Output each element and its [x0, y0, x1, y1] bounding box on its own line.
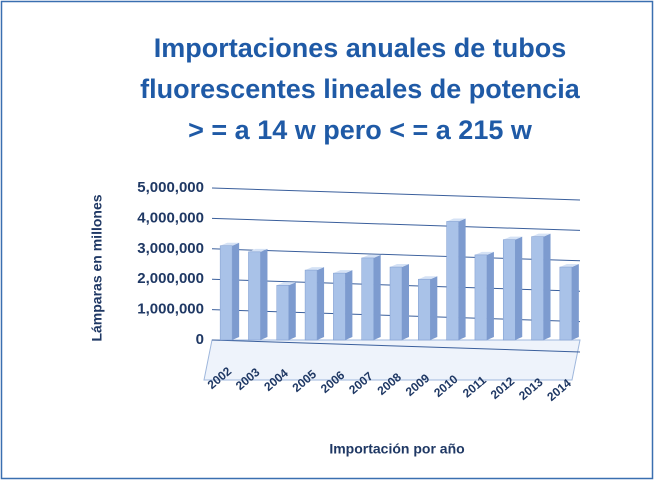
- bar: [474, 254, 488, 341]
- bar-top: [474, 251, 494, 255]
- y-axis-title: Lámparas en millones: [89, 194, 105, 341]
- bar: [502, 239, 516, 341]
- bar-side: [288, 282, 296, 340]
- bar-top: [446, 218, 466, 222]
- bar: [446, 221, 459, 341]
- bar-top: [305, 267, 325, 271]
- bar: [304, 269, 318, 341]
- y-tick-label: 3,000,000: [137, 240, 204, 257]
- grid-line: [211, 339, 581, 353]
- bar-top: [333, 270, 353, 274]
- bar-side: [571, 264, 579, 340]
- bar-top: [559, 264, 579, 268]
- grid-line: [211, 187, 581, 201]
- bar: [333, 272, 346, 341]
- bar: [389, 266, 403, 341]
- y-tick-label: 5,000,000: [137, 179, 204, 196]
- bar: [531, 236, 544, 341]
- bar-top: [418, 276, 438, 280]
- x-axis-title: Importación por año: [329, 441, 464, 457]
- y-tick-label: 1,000,000: [137, 301, 204, 318]
- bar-top: [503, 236, 523, 240]
- bar-top: [248, 248, 268, 252]
- bar-side: [458, 218, 466, 340]
- chart-title: Importaciones anuales de tubos: [154, 33, 567, 63]
- bar-side: [232, 242, 240, 340]
- bar-side: [345, 270, 353, 340]
- chart-title: > = a 14 w pero < = a 215 w: [188, 115, 533, 145]
- y-tick-label: 4,000,000: [137, 209, 204, 226]
- bar: [248, 251, 261, 341]
- grid-line: [211, 217, 581, 231]
- y-tick-label: 0: [196, 331, 204, 348]
- bar-side: [515, 236, 523, 340]
- bar-side: [486, 251, 494, 340]
- bar-top: [276, 282, 296, 286]
- bar: [219, 245, 233, 341]
- bar: [276, 285, 290, 341]
- bar-side: [317, 267, 325, 340]
- bar-side: [260, 248, 268, 340]
- bar-side: [543, 233, 551, 340]
- y-tick-label: 2,000,000: [137, 270, 204, 287]
- bar-top: [220, 242, 240, 246]
- bar-top: [531, 233, 551, 237]
- chart-title: fluorescentes lineales de potencia: [140, 74, 581, 104]
- bar-side: [373, 254, 381, 340]
- bar: [361, 257, 374, 341]
- bar: [559, 266, 573, 341]
- bar-side: [402, 264, 409, 340]
- bar: [418, 278, 431, 341]
- bar-top: [361, 254, 381, 258]
- bar-top: [390, 264, 409, 268]
- bar-side: [430, 276, 438, 340]
